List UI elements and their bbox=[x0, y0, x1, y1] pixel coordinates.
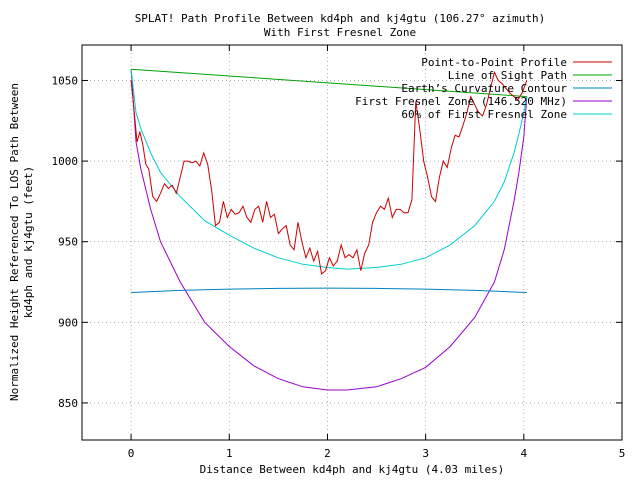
series-line-2 bbox=[131, 287, 527, 293]
y-tick-label: 1000 bbox=[52, 155, 79, 168]
x-tick-label: 2 bbox=[324, 447, 331, 460]
legend-label-0: Point-to-Point Profile bbox=[421, 56, 567, 69]
x-axis-label: Distance Between kd4ph and kj4gtu (4.03 … bbox=[200, 463, 505, 476]
y-tick-label: 900 bbox=[58, 316, 78, 329]
series-line-3 bbox=[130, 69, 528, 391]
axis-ticks: 0 1 2 3 4 5 850 900 950 1000 1050 bbox=[52, 45, 626, 460]
legend-label-3: First Fresnel Zone (146.520 MHz) bbox=[355, 95, 567, 108]
series-line-4 bbox=[130, 69, 528, 270]
y-axis-label-line-1: Normalized Height Referenced To LOS Path… bbox=[8, 83, 21, 401]
plot-frame bbox=[81, 44, 623, 441]
x-tick-label: 0 bbox=[128, 447, 135, 460]
y-axis-label-line-2: kd4ph and kj4gtu (feet) bbox=[22, 166, 35, 318]
legend-label-1: Line of Sight Path bbox=[448, 69, 567, 82]
series-layer bbox=[130, 68, 528, 391]
series-line-0 bbox=[130, 70, 528, 275]
x-tick-label: 4 bbox=[521, 447, 528, 460]
chart-title: SPLAT! Path Profile Between kd4ph and kj… bbox=[135, 12, 546, 25]
legend-label-4: 60% of First Fresnel Zone bbox=[401, 108, 567, 121]
y-tick-label: 1050 bbox=[52, 74, 79, 87]
x-tick-label: 5 bbox=[619, 447, 626, 460]
chart-subtitle: With First Fresnel Zone bbox=[264, 26, 416, 39]
x-tick-label: 3 bbox=[422, 447, 429, 460]
legend-label-2: Earth’s Curvature Contour bbox=[401, 82, 567, 95]
y-tick-label: 850 bbox=[58, 397, 78, 410]
series-line-1 bbox=[131, 68, 527, 98]
x-tick-label: 1 bbox=[226, 447, 233, 460]
y-tick-label: 950 bbox=[58, 236, 78, 249]
